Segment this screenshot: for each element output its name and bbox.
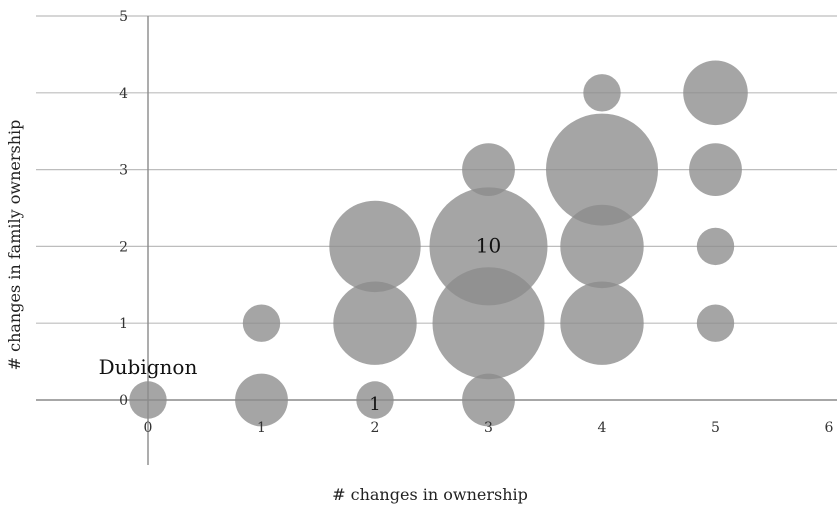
bubbles bbox=[129, 60, 748, 427]
y-tick-label: 3 bbox=[119, 163, 128, 179]
y-tick-label: 4 bbox=[119, 86, 128, 102]
y-axis-title: # changes in family ownership bbox=[5, 120, 24, 371]
bubble-point bbox=[462, 373, 515, 427]
bubble-point bbox=[546, 113, 658, 226]
bubble-point bbox=[235, 373, 288, 427]
bubble-point bbox=[560, 204, 644, 289]
annotation-label: 1 bbox=[369, 394, 380, 415]
x-axis-title: # changes in ownership bbox=[332, 485, 528, 504]
bubble-point bbox=[242, 304, 281, 342]
bubble-point bbox=[462, 143, 515, 197]
annotation-label: 10 bbox=[476, 233, 501, 257]
bubble-point bbox=[696, 304, 735, 342]
x-tick-label: 2 bbox=[371, 420, 380, 436]
y-tick-label: 5 bbox=[119, 9, 128, 25]
bubble-point bbox=[683, 60, 748, 126]
bubble-point bbox=[329, 200, 421, 293]
x-tick-label: 4 bbox=[598, 420, 607, 436]
x-tick-label: 6 bbox=[825, 420, 834, 436]
x-tick-label: 1 bbox=[257, 420, 266, 436]
bubble-point bbox=[429, 187, 548, 306]
bubble-point bbox=[356, 381, 394, 419]
y-tick-label: 2 bbox=[119, 239, 128, 255]
bubble-point bbox=[129, 381, 167, 419]
x-tick-label: 5 bbox=[711, 420, 720, 436]
bubble-point bbox=[583, 74, 621, 112]
x-tick-label: 0 bbox=[144, 420, 153, 436]
bubble-point bbox=[689, 143, 742, 197]
bubble-point bbox=[696, 227, 735, 266]
annotation-label: Dubignon bbox=[99, 355, 198, 379]
tick-labels: 0 1 2 3 4 5 6 0 1 2 3 4 5 bbox=[119, 9, 833, 436]
bubble-point bbox=[333, 281, 417, 365]
x-tick-label: 3 bbox=[484, 420, 493, 436]
y-tick-label: 1 bbox=[119, 316, 128, 332]
bubble-point bbox=[560, 281, 644, 365]
y-tick-label: 0 bbox=[119, 393, 128, 409]
